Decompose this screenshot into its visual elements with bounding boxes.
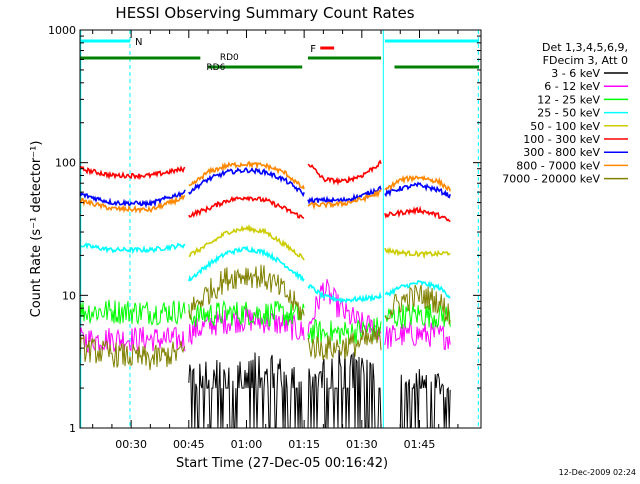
series-segment-line bbox=[384, 181, 451, 199]
legend-entry-label: 800 - 7000 keV bbox=[516, 159, 600, 172]
x-tick-label: 00:45 bbox=[173, 438, 205, 451]
night-label: N bbox=[135, 37, 142, 48]
y-tick-label: 100 bbox=[55, 157, 76, 170]
series-12-to-25keV bbox=[79, 299, 451, 347]
series-100-to-300keV bbox=[79, 159, 451, 223]
legend-header-line: Det 1,3,4,5,6,9, bbox=[542, 41, 628, 54]
series-segment-line bbox=[384, 246, 451, 260]
series-segment-line bbox=[188, 245, 305, 283]
x-tick-label: 00:30 bbox=[115, 438, 147, 451]
series-segment-line bbox=[188, 299, 305, 328]
series-segment-line bbox=[188, 195, 305, 219]
series-segment-line bbox=[384, 320, 451, 351]
x-tick-label: 01:30 bbox=[346, 438, 378, 451]
series-segment-line bbox=[79, 165, 186, 181]
legend-entry-label: 12 - 25 keV bbox=[537, 93, 600, 106]
series-800-to-7000keV bbox=[80, 160, 451, 215]
x-axis: 00:30 00:45 01:00 01:15 01:30 01:45 bbox=[92, 30, 459, 451]
annotation-rd6: RD6 bbox=[206, 63, 225, 73]
chart-title: HESSI Observing Summary Count Rates bbox=[115, 4, 414, 22]
series-25-to-50keV bbox=[79, 242, 451, 305]
y-tick-label: 1 bbox=[69, 422, 76, 435]
y-axis-label: Count Rate (s⁻¹ detector⁻¹) bbox=[29, 141, 44, 318]
series-segment-line bbox=[188, 166, 305, 198]
series-segment-line bbox=[307, 189, 382, 211]
series-3-to-6keV bbox=[188, 348, 451, 429]
series-segment-line bbox=[307, 284, 382, 305]
x-tick-label: 01:00 bbox=[231, 438, 263, 451]
series-segment-line bbox=[188, 160, 305, 190]
series-segment-line bbox=[384, 205, 451, 223]
series-300-to-800keV bbox=[79, 166, 451, 209]
plot-frame bbox=[79, 29, 482, 429]
annotation-rd0: RD0 bbox=[220, 53, 239, 63]
x-tick-label: 01:45 bbox=[404, 438, 436, 451]
series-segment-line bbox=[307, 326, 382, 360]
series-segment-line bbox=[80, 193, 186, 215]
legend-entry-label: 25 - 50 keV bbox=[537, 107, 600, 120]
legend: Det 1,3,4,5,6,9,FDecim 3, Att 03 - 6 keV… bbox=[502, 41, 628, 186]
series-7000-to-20000keV bbox=[79, 264, 451, 371]
flare-label: F bbox=[310, 44, 316, 55]
series-segment-line bbox=[79, 242, 186, 255]
legend-entry-label: 50 - 100 keV bbox=[530, 120, 600, 133]
series-segment-line bbox=[188, 264, 305, 321]
footer-timestamp: 12-Dec-2009 02:24 bbox=[559, 468, 636, 477]
series-segment-line bbox=[384, 174, 451, 192]
series-segment-line bbox=[79, 326, 186, 354]
legend-entry-label: 6 - 12 keV bbox=[544, 80, 600, 93]
series-segment-line bbox=[79, 335, 186, 371]
series-segment-line bbox=[307, 317, 382, 347]
series-segment-line bbox=[188, 223, 305, 261]
legend-entry-label: 100 - 300 keV bbox=[523, 133, 600, 146]
y-tick-label: 1000 bbox=[48, 24, 76, 37]
series-segment-line bbox=[188, 352, 305, 429]
series-segment-line bbox=[307, 159, 382, 186]
series-segment-line bbox=[384, 303, 451, 329]
series-segment-line bbox=[399, 369, 451, 429]
series-segment-line bbox=[79, 299, 186, 326]
y-tick-label: 10 bbox=[62, 289, 76, 302]
series-segment-line bbox=[384, 280, 451, 299]
series-segment-line bbox=[307, 348, 382, 429]
legend-entry-label: 7000 - 20000 keV bbox=[502, 173, 600, 186]
legend-header-line: FDecim 3, Att 0 bbox=[543, 54, 628, 67]
series-segment-line bbox=[307, 279, 382, 340]
legend-entry-label: 300 - 800 keV bbox=[523, 146, 600, 159]
x-axis-label: Start Time (27-Dec-05 00:16:42) bbox=[176, 456, 388, 471]
series-segment-line bbox=[384, 284, 451, 325]
series-segment-line bbox=[79, 189, 186, 209]
series-segment-line bbox=[307, 185, 382, 205]
series-50-to-100keV bbox=[188, 223, 451, 261]
y-axis: 1 10 100 1000 bbox=[48, 24, 481, 435]
x-tick-label: 01:15 bbox=[288, 438, 320, 451]
legend-entry-label: 3 - 6 keV bbox=[551, 67, 600, 80]
